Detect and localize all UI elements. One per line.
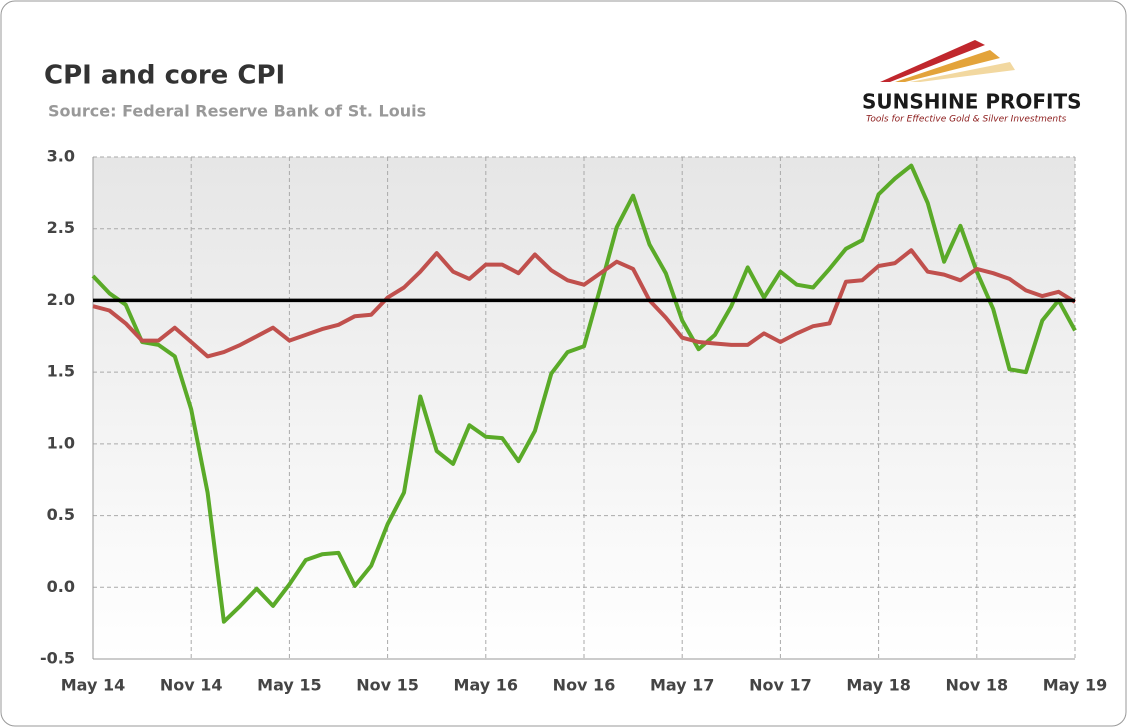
x-tick-label: Nov 18 bbox=[945, 676, 1008, 695]
y-tick-label: 3.0 bbox=[47, 147, 75, 166]
x-tick-label: May 18 bbox=[846, 676, 911, 695]
x-tick-label: May 19 bbox=[1043, 676, 1108, 695]
y-tick-label: -0.5 bbox=[40, 649, 75, 668]
chart-subtitle: Source: Federal Reserve Bank of St. Loui… bbox=[48, 102, 426, 121]
x-tick-label: Nov 16 bbox=[553, 676, 616, 695]
logo-name: SUNSHINE PROFITS bbox=[862, 90, 1082, 114]
x-tick-label: May 14 bbox=[61, 676, 126, 695]
y-tick-label: 1.0 bbox=[47, 433, 75, 452]
x-tick-label: May 16 bbox=[454, 676, 519, 695]
y-tick-label: 1.5 bbox=[47, 362, 75, 381]
y-tick-label: 0.0 bbox=[47, 577, 75, 596]
x-tick-label: May 15 bbox=[257, 676, 322, 695]
y-tick-label: 2.0 bbox=[47, 290, 75, 309]
logo: SUNSHINE PROFITS Tools for Effective Gol… bbox=[862, 40, 1082, 125]
logo-ray bbox=[895, 50, 1000, 82]
chart-title: CPI and core CPI bbox=[44, 61, 285, 91]
logo-tagline: Tools for Effective Gold & Silver Invest… bbox=[866, 115, 1067, 125]
x-tick-label: May 17 bbox=[650, 676, 715, 695]
y-tick-label: 0.5 bbox=[47, 505, 75, 524]
plot-area bbox=[93, 157, 1075, 659]
x-tick-label: Nov 14 bbox=[160, 676, 223, 695]
series-line bbox=[91, 163, 1077, 624]
logo-ray bbox=[910, 62, 1015, 82]
series-line bbox=[92, 248, 1077, 359]
x-tick-label: Nov 15 bbox=[356, 676, 419, 695]
logo-ray bbox=[880, 40, 985, 82]
y-tick-label: 2.5 bbox=[47, 218, 75, 237]
x-tick-label: Nov 17 bbox=[749, 676, 812, 695]
